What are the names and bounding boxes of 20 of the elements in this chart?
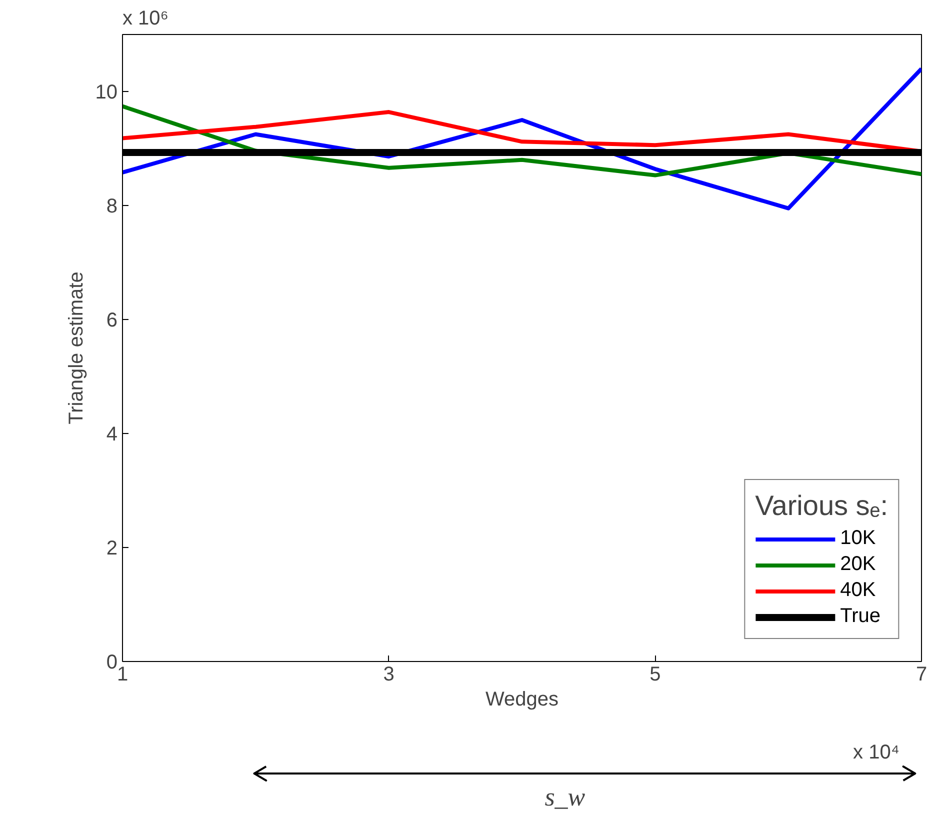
x-tick-label: 7 xyxy=(916,664,928,686)
legend-label: 20K xyxy=(840,553,876,576)
y-tick-label: 10 xyxy=(95,82,118,104)
legend-label: 40K xyxy=(840,579,876,602)
y-axis-title: Triangle estimate xyxy=(65,272,88,424)
y-tick-label: 0 xyxy=(106,652,118,674)
legend-label: True xyxy=(840,605,881,628)
x-tick-label: 5 xyxy=(650,664,661,686)
y-tick-label: 4 xyxy=(106,424,118,446)
text: x 10⁴ xyxy=(853,742,900,764)
x-tick-label: 3 xyxy=(383,664,394,686)
text: x 10⁶ xyxy=(122,8,169,30)
text: s_w xyxy=(544,782,586,812)
x-axis-title: Wedges xyxy=(485,688,559,710)
y-tick-label: 6 xyxy=(106,310,118,332)
y-tick-label: 2 xyxy=(106,538,118,560)
x-tick-label: 1 xyxy=(116,664,128,686)
legend-title: Various sₑ: xyxy=(755,490,888,522)
legend-label: 10K xyxy=(840,527,876,550)
y-tick-label: 8 xyxy=(106,196,118,218)
